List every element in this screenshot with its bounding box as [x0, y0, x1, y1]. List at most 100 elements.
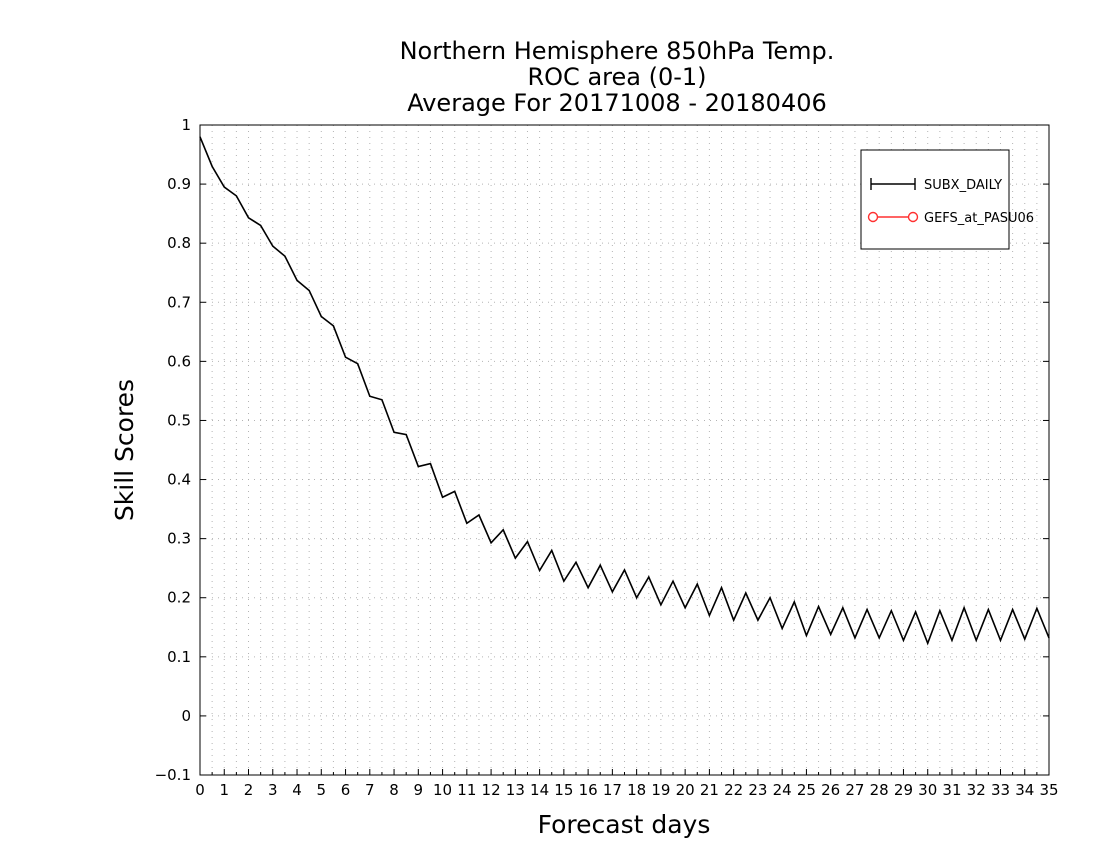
data-point: [902, 639, 905, 641]
data-point: [429, 462, 432, 465]
data-point: [696, 583, 698, 585]
data-point: [332, 325, 335, 327]
data-point: [720, 587, 723, 589]
data-point: [987, 608, 989, 611]
x-tick-label: 15: [554, 781, 573, 799]
data-point: [854, 637, 856, 639]
series: [199, 136, 1050, 646]
data-point: [490, 542, 492, 544]
data-point: [890, 610, 892, 612]
data-point: [539, 569, 541, 572]
data-point: [636, 597, 638, 599]
data-point: [260, 224, 262, 227]
x-tick-label: 13: [506, 781, 525, 799]
circle-marker-icon: [867, 211, 879, 223]
y-tick-label: 0.5: [167, 411, 191, 429]
data-point: [296, 279, 298, 282]
y-tick-label: 0: [181, 707, 191, 725]
data-point: [1048, 637, 1050, 639]
data-point: [769, 597, 771, 599]
x-tick-label: 3: [268, 781, 278, 799]
x-tick-label: 34: [1015, 781, 1034, 799]
y-tick-label: 0.3: [167, 530, 191, 548]
data-point: [466, 522, 468, 524]
data-point: [648, 576, 650, 578]
y-tick-label: 0.1: [167, 648, 191, 666]
x-tick-label: 22: [724, 781, 743, 799]
x-tick-label: 28: [870, 781, 889, 799]
data-point: [587, 587, 589, 589]
x-tick-label: 19: [651, 781, 670, 799]
data-point: [1036, 607, 1038, 609]
y-tick-label: 0.8: [167, 234, 191, 252]
data-point: [454, 490, 456, 492]
data-point: [781, 627, 783, 630]
y-axis-label: Skill Scores: [110, 379, 139, 521]
x-tick-label: 0: [195, 781, 205, 799]
chart-title-line-2: ROC area (0-1): [527, 63, 706, 91]
x-tick-label: 8: [389, 781, 399, 799]
x-tick-label: 5: [317, 781, 327, 799]
data-point: [975, 639, 977, 641]
x-tick-label: 12: [482, 781, 501, 799]
data-point: [223, 186, 225, 188]
x-tick-label: 1: [219, 781, 229, 799]
data-point: [417, 465, 419, 468]
data-point: [308, 289, 310, 292]
data-point: [247, 217, 250, 219]
legend-label: SUBX_DAILY: [924, 178, 1002, 193]
data-point: [235, 195, 237, 197]
data-point: [878, 637, 880, 639]
x-tick-label: 4: [292, 781, 302, 799]
data-point: [745, 592, 747, 594]
x-tick-label: 2: [244, 781, 254, 799]
data-point: [272, 245, 274, 247]
data-point: [708, 614, 711, 617]
data-point: [357, 363, 359, 365]
data-point: [660, 604, 662, 606]
x-tick-label: 27: [845, 781, 864, 799]
data-point: [1012, 608, 1014, 611]
circle-marker-icon: [907, 211, 919, 223]
legend-box: [860, 149, 1010, 250]
x-tick-label: 6: [341, 781, 351, 799]
chart-title: Northern Hemisphere 850hPa Temp.ROC area…: [400, 37, 835, 117]
y-tick-label: 0.2: [167, 589, 191, 607]
data-point: [817, 605, 820, 608]
x-tick-label: 23: [748, 781, 767, 799]
data-point: [502, 529, 504, 531]
data-point: [199, 136, 201, 138]
data-point: [805, 634, 808, 637]
chart-title-line-1: Northern Hemisphere 850hPa Temp.: [400, 37, 835, 65]
y-tick-label: 0.6: [167, 352, 191, 370]
data-point: [927, 642, 929, 644]
x-tick-label: 14: [530, 781, 549, 799]
data-point: [914, 611, 917, 613]
data-point: [672, 580, 674, 582]
data-point: [344, 356, 347, 358]
legend-label: GEFS_at_PASU06: [924, 211, 1034, 226]
chart-title-line-3: Average For 20171008 - 20180406: [407, 89, 827, 117]
data-point: [951, 639, 953, 641]
data-point: [830, 633, 832, 635]
x-tick-label: 11: [457, 781, 476, 799]
x-tick-label: 10: [433, 781, 452, 799]
x-tick-label: 21: [700, 781, 719, 799]
y-tick-label: 0.4: [167, 471, 191, 489]
x-tick-label: 33: [991, 781, 1010, 799]
x-tick-label: 32: [967, 781, 986, 799]
data-point: [514, 557, 516, 559]
data-point: [866, 608, 868, 611]
data-point: [478, 514, 480, 516]
data-point: [551, 549, 553, 552]
x-tick-label: 7: [365, 781, 375, 799]
data-point: [575, 561, 577, 563]
data-point: [963, 607, 965, 609]
data-point: [441, 496, 444, 498]
y-tick-label: 0.7: [167, 293, 191, 311]
data-point: [381, 399, 383, 401]
x-tick-label: 24: [773, 781, 792, 799]
x-tick-label: 16: [579, 781, 598, 799]
data-point: [526, 540, 529, 543]
x-tick-label: 17: [603, 781, 622, 799]
